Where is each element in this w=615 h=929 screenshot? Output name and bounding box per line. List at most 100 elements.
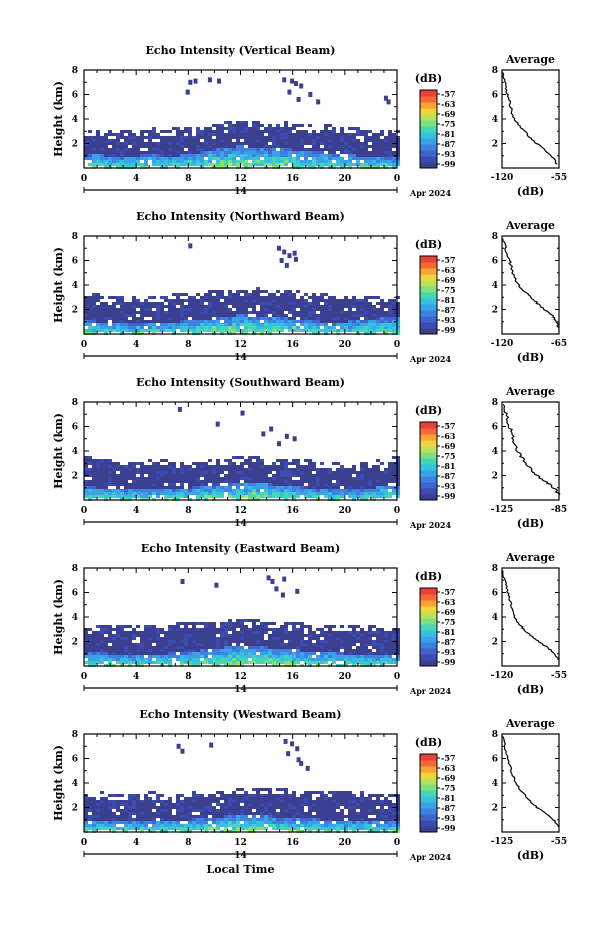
heatmap-cell bbox=[136, 806, 140, 809]
heatmap-cell bbox=[364, 323, 368, 326]
heatmap-cell bbox=[364, 661, 368, 664]
heatmap-cell bbox=[256, 154, 260, 157]
heatmap-cell bbox=[296, 655, 300, 658]
heatmap-cell bbox=[284, 142, 288, 145]
heatmap-cell bbox=[160, 323, 164, 326]
heatmap-cell bbox=[316, 296, 320, 299]
heatmap-cell bbox=[388, 649, 392, 652]
heatmap-cell bbox=[196, 794, 200, 797]
heatmap-cell bbox=[228, 163, 232, 166]
heatmap-cell bbox=[212, 145, 216, 148]
heatmap-cell bbox=[364, 314, 368, 317]
heatmap-cell bbox=[124, 489, 128, 492]
heatmap-cell bbox=[200, 812, 204, 815]
heatmap-cell bbox=[84, 803, 88, 806]
heatmap-cell bbox=[164, 136, 168, 139]
heatmap-cell bbox=[348, 151, 352, 154]
heatmap-cell bbox=[264, 489, 268, 492]
heatmap-cell bbox=[200, 649, 204, 652]
heatmap-cell bbox=[96, 824, 100, 827]
heatmap-cell bbox=[244, 637, 248, 640]
heatmap-cell bbox=[300, 646, 304, 649]
heatmap-cell bbox=[320, 130, 324, 133]
heatmap-cell bbox=[212, 827, 216, 830]
heatmap-cell bbox=[284, 127, 288, 130]
heatmap-cell bbox=[328, 468, 332, 471]
heatmap-cell bbox=[124, 160, 128, 163]
heatmap-cell bbox=[280, 157, 284, 160]
heatmap-cell bbox=[328, 326, 332, 329]
heatmap-cell bbox=[236, 480, 240, 483]
heatmap-cell bbox=[272, 323, 276, 326]
heatmap-cell bbox=[232, 145, 236, 148]
heatmap-cell bbox=[392, 456, 396, 459]
heatmap-cell bbox=[140, 163, 144, 166]
heatmap-cell bbox=[256, 121, 260, 124]
heatmap-cell bbox=[372, 154, 376, 157]
heatmap-cell bbox=[212, 646, 216, 649]
heatmap-cell bbox=[196, 317, 200, 320]
heatmap-cell bbox=[180, 649, 184, 652]
heatmap-cell bbox=[100, 625, 104, 628]
heatmap-cell bbox=[136, 800, 140, 803]
heatmap-cell bbox=[304, 157, 308, 160]
heatmap-cell bbox=[316, 628, 320, 631]
heatmap-cell bbox=[204, 622, 208, 625]
heatmap-cell bbox=[148, 329, 152, 332]
heatmap-cell bbox=[160, 136, 164, 139]
heatmap-cell bbox=[168, 160, 172, 163]
heatmap-cell bbox=[256, 142, 260, 145]
heatmap-cell bbox=[380, 655, 384, 658]
heatmap-cell bbox=[184, 631, 188, 634]
heatmap-cell bbox=[168, 320, 172, 323]
heatmap-cell bbox=[193, 78, 198, 84]
heatmap-cell bbox=[204, 486, 208, 489]
heatmap-cell bbox=[240, 308, 244, 311]
x-tick-label: 0 bbox=[394, 672, 400, 682]
heatmap-cell bbox=[232, 302, 236, 305]
average-title: Average bbox=[505, 385, 555, 398]
heatmap-cell bbox=[304, 299, 308, 302]
heatmap-cell bbox=[260, 658, 264, 661]
heatmap-cell bbox=[396, 658, 400, 661]
heatmap-cell bbox=[96, 492, 100, 495]
heatmap-cell bbox=[204, 133, 208, 136]
heatmap-cell bbox=[380, 154, 384, 157]
heatmap-cell bbox=[100, 640, 104, 643]
heatmap-cell bbox=[180, 640, 184, 643]
heatmap-cell bbox=[88, 649, 92, 652]
heatmap-cell bbox=[216, 326, 220, 329]
heatmap-cell bbox=[312, 139, 316, 142]
heatmap-cell bbox=[308, 646, 312, 649]
heatmap-cell bbox=[360, 474, 364, 477]
heatmap-cell bbox=[384, 483, 388, 486]
heatmap-cell bbox=[304, 646, 308, 649]
heatmap-cell bbox=[280, 133, 284, 136]
heatmap-cell bbox=[244, 658, 248, 661]
heatmap-cell bbox=[232, 625, 236, 628]
heatmap-cell bbox=[272, 136, 276, 139]
heatmap-cell bbox=[196, 293, 200, 296]
heatmap-cell bbox=[100, 480, 104, 483]
heatmap-cell bbox=[144, 486, 148, 489]
heatmap-cell bbox=[308, 483, 312, 486]
heatmap-cell bbox=[200, 136, 204, 139]
heatmap-cell bbox=[364, 474, 368, 477]
heatmap-cell bbox=[300, 489, 304, 492]
heatmap-cell bbox=[240, 495, 244, 498]
heatmap-cell bbox=[108, 157, 112, 160]
heatmap-cell bbox=[276, 133, 280, 136]
heatmap-cell bbox=[196, 133, 200, 136]
heatmap-cell bbox=[284, 293, 288, 296]
heatmap-cell bbox=[248, 824, 252, 827]
heatmap-cell bbox=[284, 495, 288, 498]
heatmap-cell bbox=[293, 256, 298, 262]
heatmap-cell bbox=[224, 329, 228, 332]
heatmap-cell bbox=[216, 329, 220, 332]
heatmap-cells bbox=[84, 243, 400, 335]
heatmap-cell bbox=[204, 471, 208, 474]
heatmap-cell bbox=[256, 791, 260, 794]
heatmap-cell bbox=[160, 661, 164, 664]
colorbar-swatch bbox=[420, 434, 437, 441]
heatmap-cell bbox=[212, 296, 216, 299]
